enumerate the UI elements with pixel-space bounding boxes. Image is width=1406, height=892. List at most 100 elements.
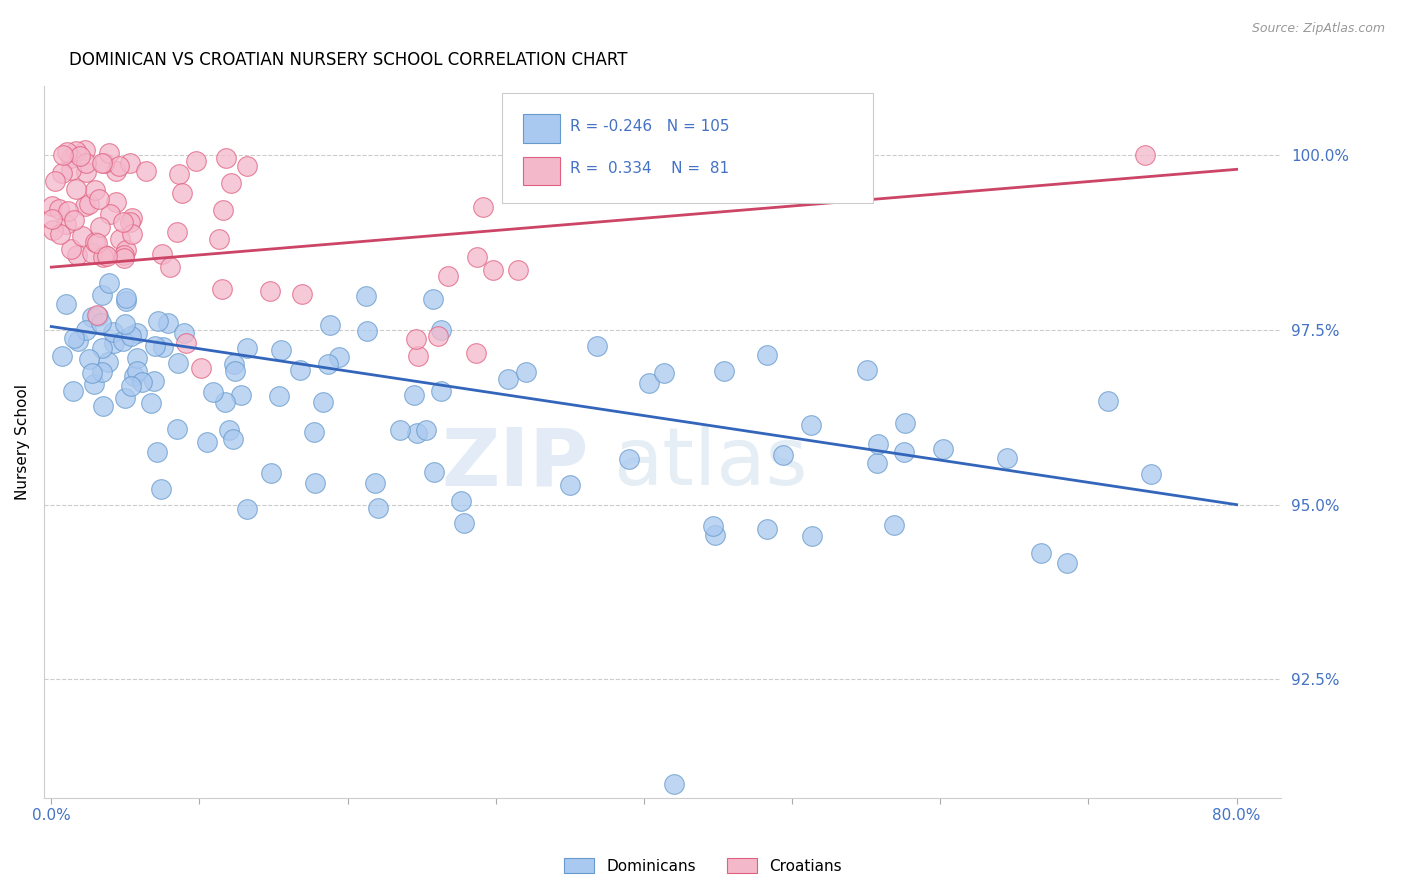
Text: ZIP: ZIP bbox=[441, 425, 588, 502]
Point bbox=[150, 483, 173, 497]
Point bbox=[423, 465, 446, 479]
Point bbox=[89, 220, 111, 235]
Point bbox=[59, 162, 82, 177]
Point bbox=[125, 351, 148, 365]
Point bbox=[108, 232, 131, 246]
Point bbox=[112, 248, 135, 262]
Point bbox=[236, 159, 259, 173]
Point bbox=[65, 182, 87, 196]
Point bbox=[75, 165, 97, 179]
Point bbox=[316, 357, 339, 371]
Point bbox=[93, 156, 115, 170]
Point bbox=[311, 395, 333, 409]
Point bbox=[86, 308, 108, 322]
Point bbox=[52, 148, 75, 162]
Point bbox=[389, 424, 412, 438]
Point bbox=[150, 247, 173, 261]
Point bbox=[98, 207, 121, 221]
Point bbox=[405, 425, 427, 440]
Point bbox=[422, 292, 444, 306]
Point bbox=[643, 148, 665, 162]
Point bbox=[73, 199, 96, 213]
Point bbox=[94, 248, 117, 262]
Point bbox=[1097, 393, 1119, 408]
Point bbox=[58, 203, 80, 218]
Point bbox=[75, 143, 97, 157]
Point bbox=[429, 323, 451, 337]
Point bbox=[108, 159, 131, 173]
Point bbox=[713, 364, 735, 378]
Point bbox=[585, 339, 607, 353]
Point bbox=[214, 395, 236, 409]
Point bbox=[868, 437, 890, 451]
Point bbox=[427, 328, 450, 343]
Point bbox=[856, 363, 879, 377]
Point bbox=[270, 343, 292, 358]
Point bbox=[120, 378, 142, 392]
Point bbox=[704, 527, 727, 541]
Point bbox=[931, 442, 953, 457]
Point bbox=[115, 291, 138, 305]
Point bbox=[104, 195, 127, 210]
Point bbox=[103, 336, 125, 351]
Point bbox=[1133, 148, 1156, 162]
Point bbox=[97, 276, 120, 290]
Point bbox=[86, 235, 108, 250]
Text: DOMINICAN VS CROATIAN NURSERY SCHOOL CORRELATION CHART: DOMINICAN VS CROATIAN NURSERY SCHOOL COR… bbox=[69, 51, 627, 69]
Point bbox=[211, 282, 233, 296]
Point bbox=[101, 326, 124, 340]
Point bbox=[218, 423, 240, 437]
Point bbox=[111, 334, 134, 349]
Point bbox=[800, 529, 823, 543]
Point bbox=[65, 144, 87, 158]
Point bbox=[105, 164, 128, 178]
Point bbox=[83, 235, 105, 249]
Point bbox=[866, 457, 889, 471]
Point bbox=[402, 388, 425, 402]
Point bbox=[63, 212, 86, 227]
Point bbox=[122, 368, 145, 383]
Point bbox=[472, 200, 495, 214]
Point bbox=[49, 227, 72, 242]
Point bbox=[800, 418, 823, 433]
Point bbox=[260, 466, 283, 480]
Point bbox=[42, 223, 65, 237]
Point bbox=[152, 340, 174, 354]
FancyBboxPatch shape bbox=[502, 93, 873, 203]
Point bbox=[291, 287, 314, 301]
Point bbox=[1056, 556, 1078, 570]
Point bbox=[363, 475, 385, 490]
Point bbox=[90, 156, 112, 170]
Point bbox=[131, 375, 153, 389]
Point bbox=[482, 263, 505, 277]
Point bbox=[55, 297, 77, 311]
Point bbox=[560, 478, 582, 492]
Point bbox=[662, 777, 685, 791]
Point bbox=[406, 349, 429, 363]
Point bbox=[135, 164, 157, 178]
Point bbox=[48, 202, 70, 216]
Point bbox=[82, 245, 104, 260]
Point bbox=[120, 155, 142, 169]
Legend: Dominicans, Croatians: Dominicans, Croatians bbox=[558, 852, 848, 880]
Point bbox=[90, 288, 112, 302]
Point bbox=[304, 476, 326, 491]
Point bbox=[725, 169, 748, 184]
Point bbox=[202, 385, 225, 400]
Point bbox=[90, 317, 112, 331]
Point bbox=[166, 225, 188, 239]
Point bbox=[59, 151, 82, 165]
Point bbox=[1140, 467, 1163, 482]
Point bbox=[44, 174, 66, 188]
Point bbox=[166, 422, 188, 436]
Text: R = -0.246   N = 105: R = -0.246 N = 105 bbox=[569, 119, 730, 134]
Point bbox=[51, 166, 73, 180]
Point bbox=[112, 252, 135, 266]
Text: atlas: atlas bbox=[613, 425, 807, 502]
Point bbox=[893, 445, 915, 459]
Point bbox=[96, 249, 118, 263]
Point bbox=[146, 445, 169, 459]
Point bbox=[290, 362, 312, 376]
Point bbox=[75, 155, 97, 169]
Point bbox=[222, 433, 245, 447]
